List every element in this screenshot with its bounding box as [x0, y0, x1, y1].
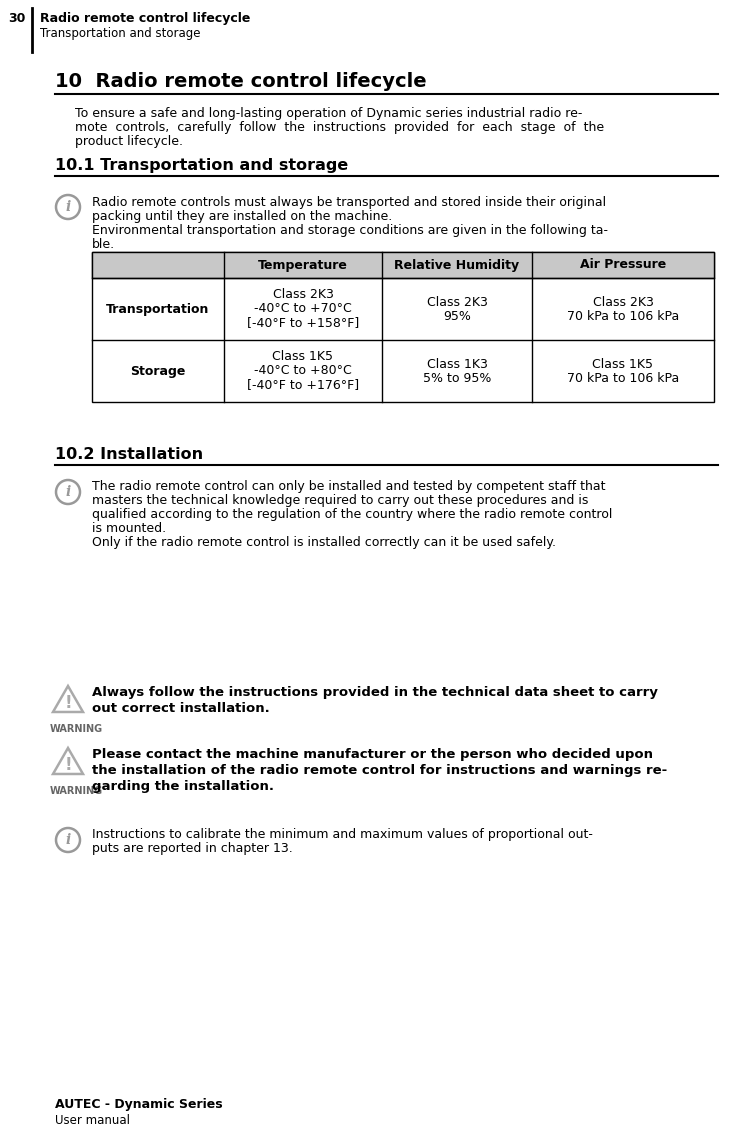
Text: 10.2 Installation: 10.2 Installation	[55, 447, 203, 461]
Text: WARNING: WARNING	[50, 724, 103, 734]
Text: product lifecycle.: product lifecycle.	[75, 135, 183, 148]
Text: Class 1K3: Class 1K3	[426, 357, 487, 371]
Text: 70 kPa to 106 kPa: 70 kPa to 106 kPa	[567, 309, 679, 323]
Bar	[92, 252, 714, 278]
Text: qualified according to the regulation of the country where the radio remote cont: qualified according to the regulation of…	[92, 508, 612, 521]
Text: 95%: 95%	[443, 309, 471, 323]
Text: i: i	[65, 834, 71, 847]
Text: Class 1K5: Class 1K5	[273, 350, 334, 363]
Text: packing until they are installed on the machine.: packing until they are installed on the …	[92, 210, 392, 223]
Text: Class 1K5: Class 1K5	[592, 357, 654, 371]
Text: Radio remote control lifecycle: Radio remote control lifecycle	[40, 11, 250, 25]
Text: Air Pressure: Air Pressure	[580, 259, 666, 271]
Text: 10  Radio remote control lifecycle: 10 Radio remote control lifecycle	[55, 72, 426, 90]
Text: 70 kPa to 106 kPa: 70 kPa to 106 kPa	[567, 371, 679, 385]
Text: User manual: User manual	[55, 1114, 130, 1127]
Text: Temperature: Temperature	[258, 259, 348, 271]
Text: is mounted.: is mounted.	[92, 522, 166, 535]
Text: out correct installation.: out correct installation.	[92, 702, 270, 714]
Text: Transportation: Transportation	[106, 302, 210, 316]
Text: Class 2K3: Class 2K3	[426, 295, 487, 308]
Text: Class 2K3: Class 2K3	[273, 289, 334, 301]
Text: mote  controls,  carefully  follow  the  instructions  provided  for  each  stag: mote controls, carefully follow the inst…	[75, 121, 604, 134]
Text: the installation of the radio remote control for instructions and warnings re-: the installation of the radio remote con…	[92, 764, 667, 777]
Text: Transportation and storage: Transportation and storage	[40, 27, 201, 40]
Text: Please contact the machine manufacturer or the person who decided upon: Please contact the machine manufacturer …	[92, 748, 653, 761]
Text: Instructions to calibrate the minimum and maximum values of proportional out-: Instructions to calibrate the minimum an…	[92, 828, 593, 840]
Text: 30: 30	[8, 11, 25, 25]
Text: i: i	[65, 485, 71, 499]
Text: Storage: Storage	[130, 364, 186, 378]
Text: [-40°F to +176°F]: [-40°F to +176°F]	[247, 379, 359, 392]
Text: WARNING: WARNING	[50, 785, 103, 796]
Text: Class 2K3: Class 2K3	[593, 295, 653, 308]
Text: Radio remote controls must always be transported and stored inside their origina: Radio remote controls must always be tra…	[92, 196, 606, 210]
Text: Only if the radio remote control is installed correctly can it be used safely.: Only if the radio remote control is inst…	[92, 536, 556, 548]
Text: puts are reported in chapter 13.: puts are reported in chapter 13.	[92, 842, 293, 855]
Text: -40°C to +80°C: -40°C to +80°C	[254, 364, 352, 378]
Text: 10.1 Transportation and storage: 10.1 Transportation and storage	[55, 158, 348, 173]
Text: !: !	[64, 694, 72, 712]
Bar	[92, 252, 714, 402]
Text: !: !	[64, 756, 72, 774]
Text: i: i	[65, 200, 71, 214]
Text: AUTEC - Dynamic Series: AUTEC - Dynamic Series	[55, 1098, 223, 1111]
Text: The radio remote control can only be installed and tested by competent staff tha: The radio remote control can only be ins…	[92, 480, 606, 493]
Text: 5% to 95%: 5% to 95%	[423, 371, 491, 385]
Text: Environmental transportation and storage conditions are given in the following t: Environmental transportation and storage…	[92, 224, 608, 237]
Text: Always follow the instructions provided in the technical data sheet to carry: Always follow the instructions provided …	[92, 686, 658, 698]
Text: masters the technical knowledge required to carry out these procedures and is: masters the technical knowledge required…	[92, 493, 588, 507]
Text: -40°C to +70°C: -40°C to +70°C	[254, 302, 352, 316]
Text: To ensure a safe and long-lasting operation of Dynamic series industrial radio r: To ensure a safe and long-lasting operat…	[75, 106, 583, 120]
Text: garding the installation.: garding the installation.	[92, 780, 274, 793]
Text: Relative Humidity: Relative Humidity	[395, 259, 519, 271]
Text: [-40°F to +158°F]: [-40°F to +158°F]	[247, 316, 359, 330]
Text: ble.: ble.	[92, 238, 115, 251]
